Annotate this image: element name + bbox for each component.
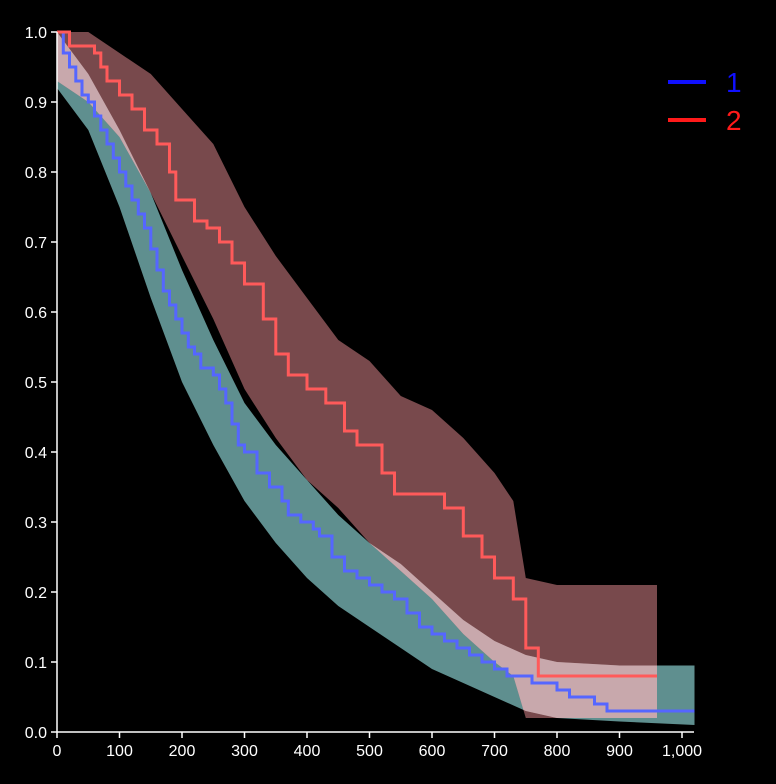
y-tick-label: 0.1 (25, 655, 47, 672)
y-tick-label: 0.3 (25, 515, 47, 532)
x-tick-label: 300 (231, 743, 258, 760)
x-tick-label: 0 (53, 743, 62, 760)
y-tick-label: 0.9 (25, 95, 47, 112)
y-tick-label: 0.5 (25, 375, 47, 392)
y-tick-label: 0.6 (25, 305, 47, 322)
y-tick-label: 1.0 (25, 25, 47, 42)
legend: 12 (668, 67, 742, 136)
x-tick-label: 100 (106, 743, 133, 760)
x-tick-label: 600 (419, 743, 446, 760)
legend-label-series-2: 2 (726, 105, 742, 136)
y-tick-label: 0.4 (25, 445, 47, 462)
y-tick-label: 0.7 (25, 235, 47, 252)
y-tick-label: 0.8 (25, 165, 47, 182)
survival-line-series-2 (57, 30, 657, 678)
x-tick-label: 900 (606, 743, 633, 760)
x-tick-label: 200 (169, 743, 196, 760)
confidence-band-series-2 (57, 32, 657, 718)
y-tick-label: 0.2 (25, 585, 47, 602)
confidence-bands (57, 32, 695, 725)
x-tick-label: 800 (544, 743, 571, 760)
x-tick-label: 500 (356, 743, 383, 760)
x-tick-label: 400 (294, 743, 321, 760)
x-tick-label: 700 (481, 743, 508, 760)
y-tick-label: 0.0 (25, 725, 47, 742)
x-tick-label: 1,000 (662, 743, 702, 760)
legend-label-series-1: 1 (726, 67, 742, 98)
survival-lines (57, 30, 695, 713)
survival-line-series-1 (57, 30, 695, 713)
axes: 0.0 0.1 0.2 0.3 0.4 0.5 0.6 0.7 0.8 0.9 1.0 0 100 200… (25, 25, 702, 760)
